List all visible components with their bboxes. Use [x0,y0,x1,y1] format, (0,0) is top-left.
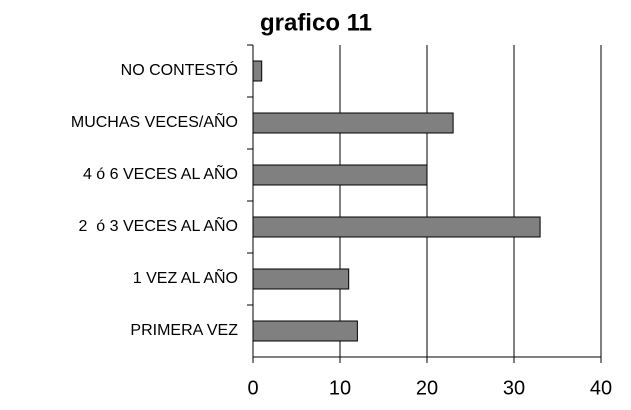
y-tick-label: 1 VEZ AL AÑO [133,267,238,287]
bar [252,112,454,134]
x-tick-label: 0 [247,377,258,399]
x-tick-label: 10 [329,377,351,399]
x-tick-label: 20 [416,377,438,399]
y-tick-label: NO CONTESTÓ [121,60,238,79]
y-tick-label: MUCHAS VECES/AÑO [71,111,238,131]
bar [252,164,428,186]
y-tick-label: 4 ó 6 VECES AL AÑO [83,163,238,183]
bar [252,60,263,82]
bar [252,268,350,290]
bar [252,320,358,342]
y-tick-label: 2 ó 3 VECES AL AÑO [79,215,239,235]
bar [252,216,541,238]
y-tick-label: PRIMERA VEZ [130,322,238,339]
x-tick-label: 30 [503,377,525,399]
chart-title: grafico 11 [260,9,372,36]
x-tick-label: 40 [590,377,612,399]
